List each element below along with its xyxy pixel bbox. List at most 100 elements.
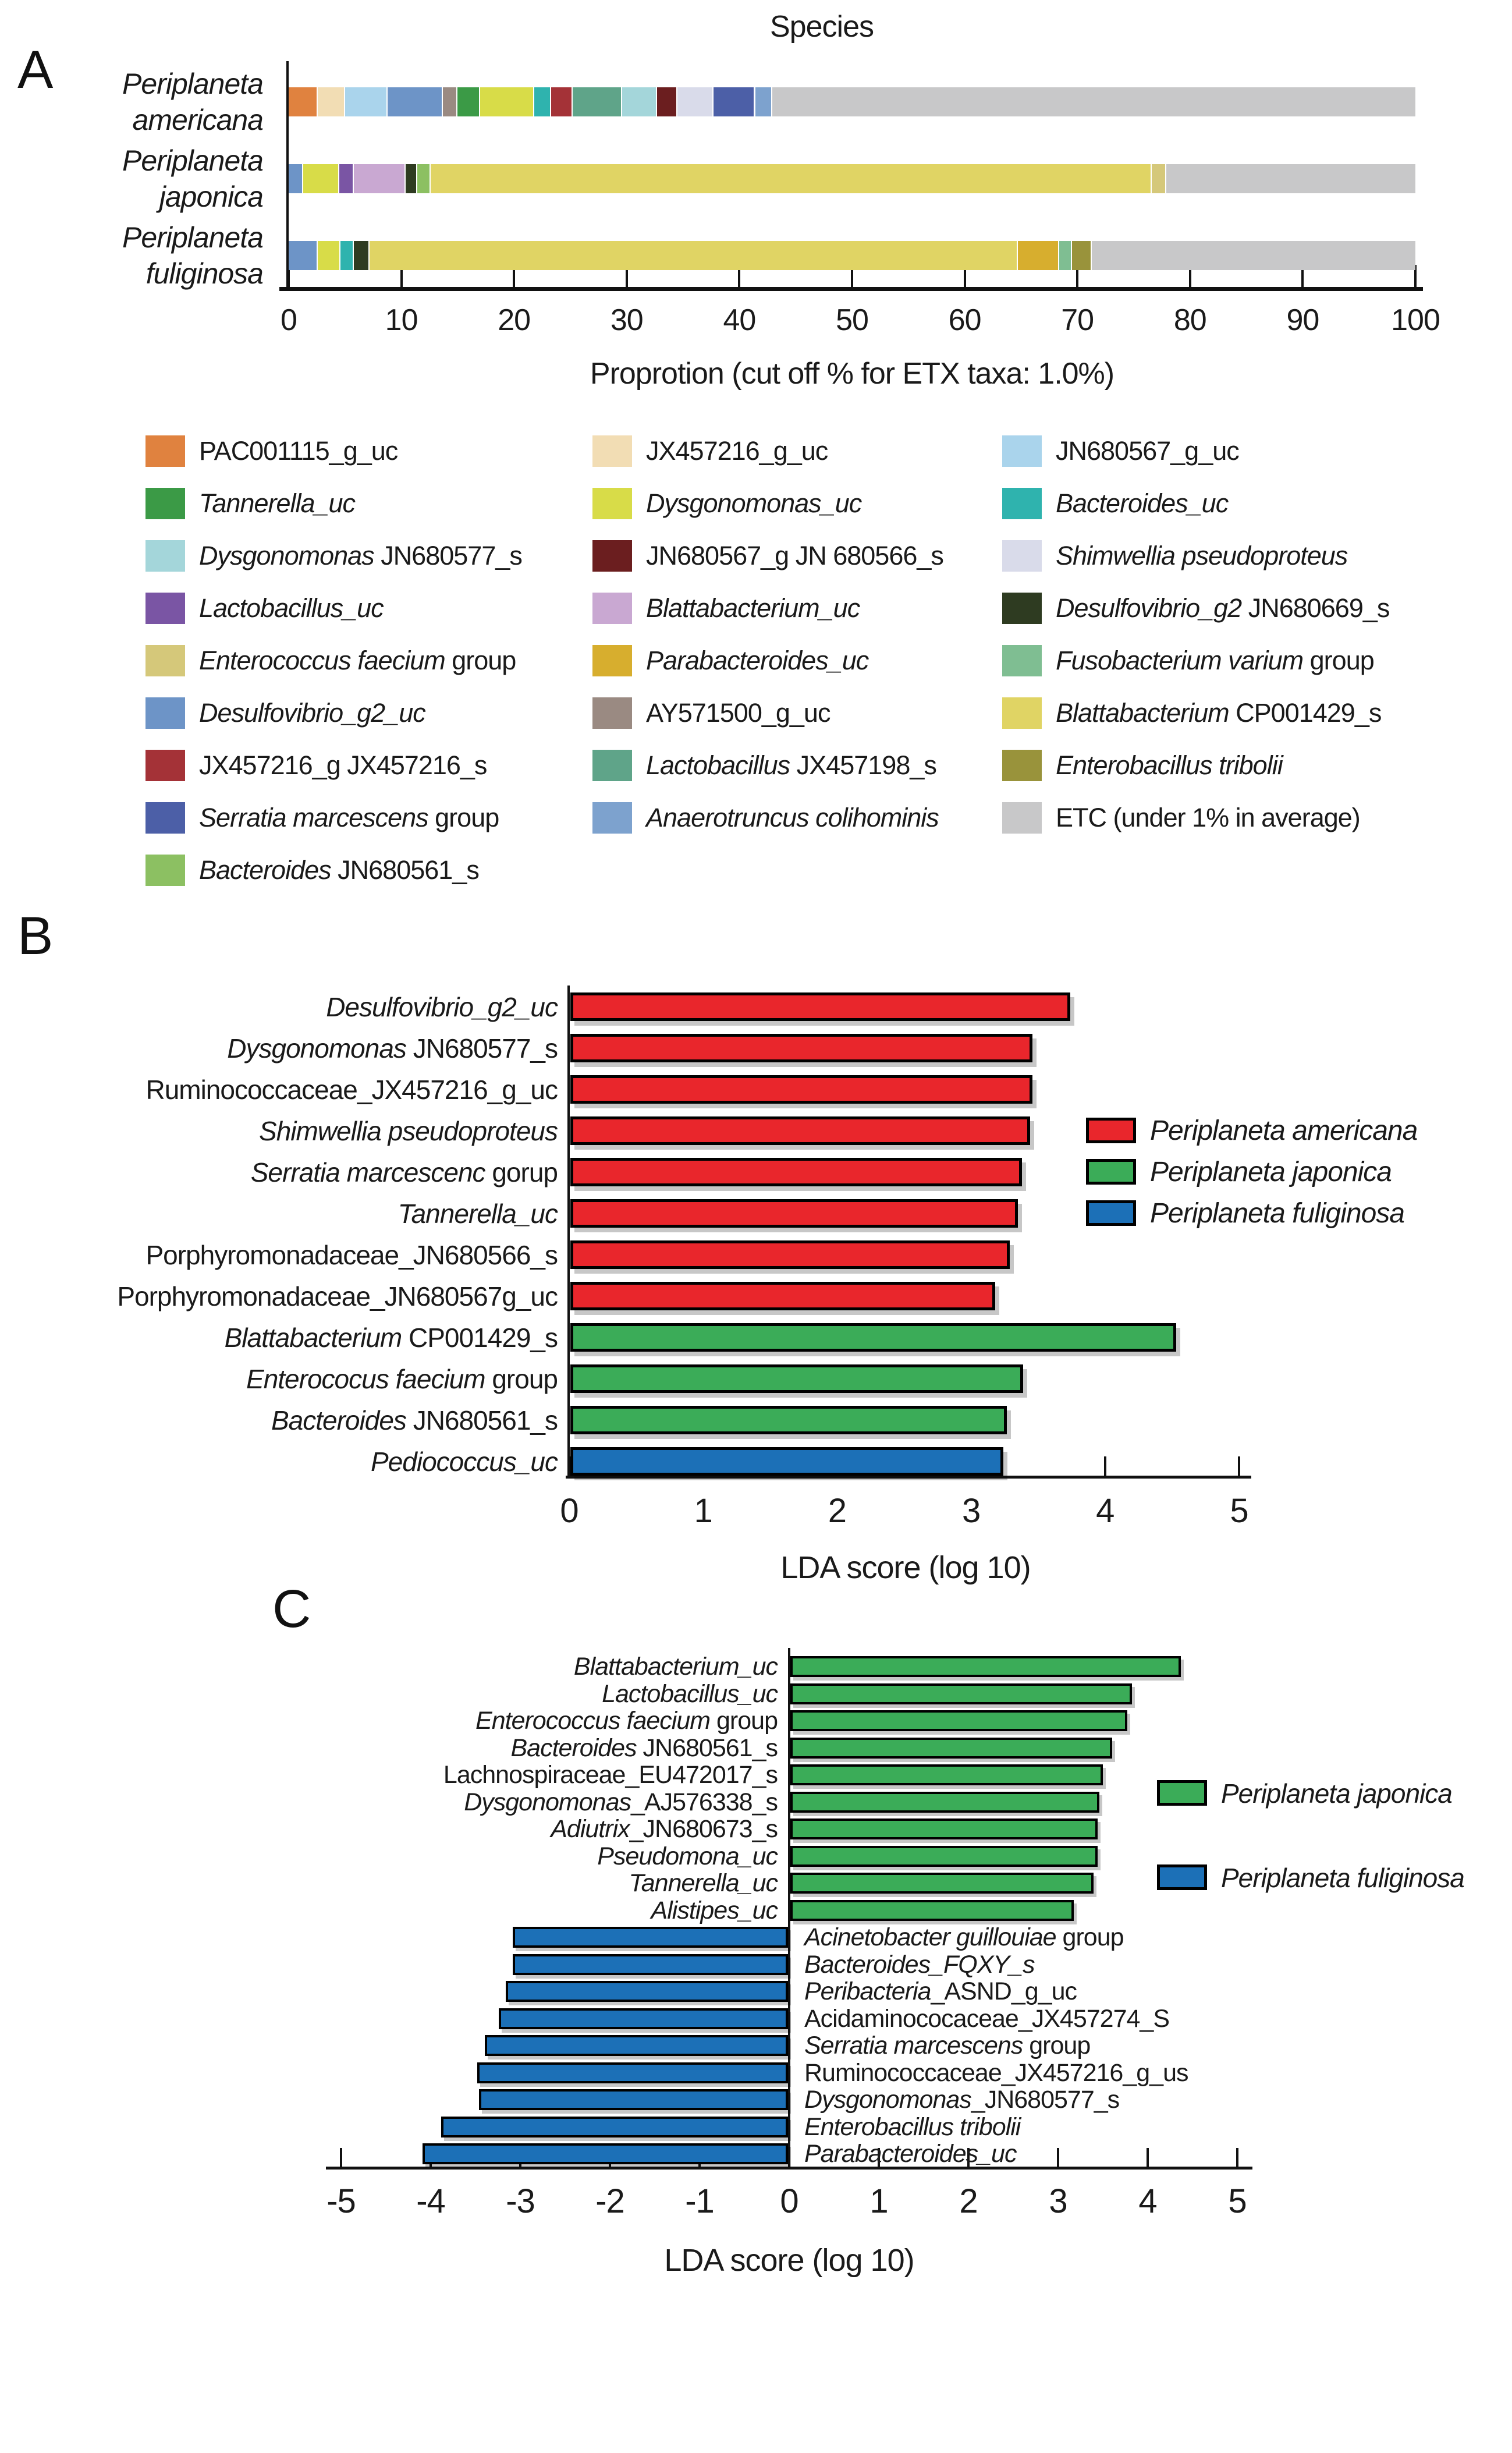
label-text: Dysgonomonas (199, 541, 381, 570)
x-axis-tick-label: 60 (948, 303, 982, 337)
legend-item-label: JN680567_g JN 680566_s (646, 541, 944, 570)
legend-item-label: Dysgonomonas JN680577_s (199, 541, 523, 570)
legend-swatch (145, 593, 185, 624)
lda-bar (570, 1364, 1024, 1393)
x-axis-tick-label: 1 (869, 2182, 888, 2220)
bar-segment (318, 241, 341, 270)
label-text: group (1023, 2032, 1091, 2059)
bar-label: Shimwellia pseudoproteus (0, 1115, 558, 1147)
category-label-line: Periplaneta (122, 144, 264, 177)
bar-segment (1071, 241, 1092, 270)
legend-swatch (592, 488, 632, 519)
label-text: Bacteroides_uc (1056, 488, 1229, 518)
label-text: JN680561_s (413, 1405, 558, 1435)
x-axis-tick-label: 1 (694, 1492, 713, 1530)
bar-label: Pediococcus_uc (0, 1446, 558, 1477)
legend-swatch (1157, 1780, 1207, 1806)
x-axis-tick (1188, 265, 1191, 287)
label-text: Bacteroides_FQXY_s (804, 1950, 1035, 1979)
bar-segment (480, 87, 535, 116)
legend-item-label: Dysgonomonas_uc (646, 489, 862, 518)
x-axis-tick-label: 80 (1173, 303, 1207, 337)
label-text: CP001429_s (409, 1322, 558, 1353)
zero-axis-line (788, 1648, 790, 2167)
legend-swatch (145, 540, 185, 572)
label-text: Lactobacillus_uc (199, 593, 384, 623)
bar-segment (289, 241, 318, 270)
label-text: PAC001115_g_uc (199, 436, 398, 466)
legend-item-label: JX457216_g JX457216_s (199, 751, 487, 780)
bar-label: Porphyromonadaceae_JN680567g_uc (0, 1281, 558, 1312)
x-axis-tick-label: 5 (1228, 2182, 1247, 2220)
lda-bar (570, 1406, 1007, 1434)
bar-label: Ruminococcaceae_JX457216_g_us (804, 2059, 1188, 2087)
lda-bar (570, 1075, 1033, 1104)
bar-segment (1092, 241, 1415, 270)
bar-label: Dysgonomonas_JN680577_s (804, 2086, 1120, 2114)
legend-item-label: Periplaneta fuliginosa (1150, 1198, 1405, 1229)
legend-swatch (1002, 435, 1042, 467)
legend-swatch (1002, 488, 1042, 519)
x-axis-tick (400, 265, 403, 287)
bar-segment (406, 164, 417, 193)
label-text: Lachnospiraceae_EU472017_s (443, 1761, 778, 1789)
legend-item-label: Blattabacterium CP001429_s (1056, 699, 1382, 728)
lda-bar (790, 1764, 1103, 1785)
label-text: Pediococcus_uc (371, 1446, 558, 1477)
label-text: Serratia marcescens (199, 803, 429, 832)
bar-label: Parabacteroides_uc (804, 2140, 1017, 2168)
label-text: Ruminococcaceae_JX457216_g_us (804, 2058, 1188, 2087)
bar-segment (755, 87, 772, 116)
legend-swatch (1086, 1200, 1136, 1226)
bar-label: Bacteroides JN680561_s (0, 1734, 779, 1762)
x-axis-tick-label: 70 (1061, 303, 1094, 337)
legend-item-label: PAC001115_g_uc (199, 436, 398, 466)
label-text: JN680567_g_uc (1056, 436, 1240, 466)
legend-item-label: Serratia marcescens group (199, 803, 499, 832)
x-axis-tick (288, 265, 290, 287)
bar-segment (713, 87, 755, 116)
x-axis-tick (738, 265, 741, 287)
label-text: Pseudomona_uc (597, 1842, 778, 1870)
x-axis-tick (963, 265, 966, 287)
label-text: Bacteroides (510, 1734, 643, 1762)
bar-label: Desulfovibrio_g2_uc (0, 991, 558, 1023)
legend-swatch (145, 697, 185, 729)
legend-item-label: Enterobacillus tribolii (1056, 751, 1283, 780)
lda-bar (570, 992, 1070, 1021)
bar-segment (1151, 164, 1167, 193)
x-axis-tick (878, 2148, 880, 2167)
lda-bar (570, 1116, 1030, 1145)
bar-segment (572, 87, 623, 116)
bar-label: Adiutrix_JN680673_s (0, 1815, 778, 1843)
bar-segment (622, 87, 658, 116)
category-label-line: fuliginosa (145, 257, 264, 290)
legend-swatch (592, 697, 632, 729)
category-label-line: Periplaneta (122, 221, 264, 254)
x-axis-tick (513, 265, 516, 287)
lda-bar (790, 1656, 1181, 1677)
label-text: JN680561_s (338, 855, 480, 885)
legend-item-label: Desulfovibrio_g2_uc (199, 699, 426, 728)
category-label: Periplaneta fuliginosa (0, 219, 264, 292)
bar-label: Peribacteria_ASND_g_uc (804, 1977, 1077, 2005)
bar-segment (318, 87, 345, 116)
category-label-line: Periplaneta (122, 68, 264, 100)
bar-segment (677, 87, 714, 116)
x-axis-tick (788, 2148, 790, 2167)
lda-bar (790, 1683, 1132, 1704)
bar-segment (430, 164, 1152, 193)
label-text: Blattabacterium_uc (573, 1653, 778, 1681)
x-axis-tick-label: 0 (780, 2182, 798, 2220)
category-label: Periplaneta americana (0, 66, 264, 138)
label-text: JX457216_g JX457216_s (199, 750, 487, 780)
lda-bar (498, 2008, 788, 2029)
lda-bar (570, 1282, 995, 1310)
x-axis-tick (1076, 265, 1079, 287)
bar-segment (388, 87, 443, 116)
category-label-line: americana (132, 104, 264, 136)
y-axis-line (286, 61, 289, 287)
label-text: Acidaminococaceae_JX457274_S (804, 2004, 1170, 2033)
category-label-line: japonica (159, 180, 264, 213)
stacked-bar (289, 164, 1415, 193)
